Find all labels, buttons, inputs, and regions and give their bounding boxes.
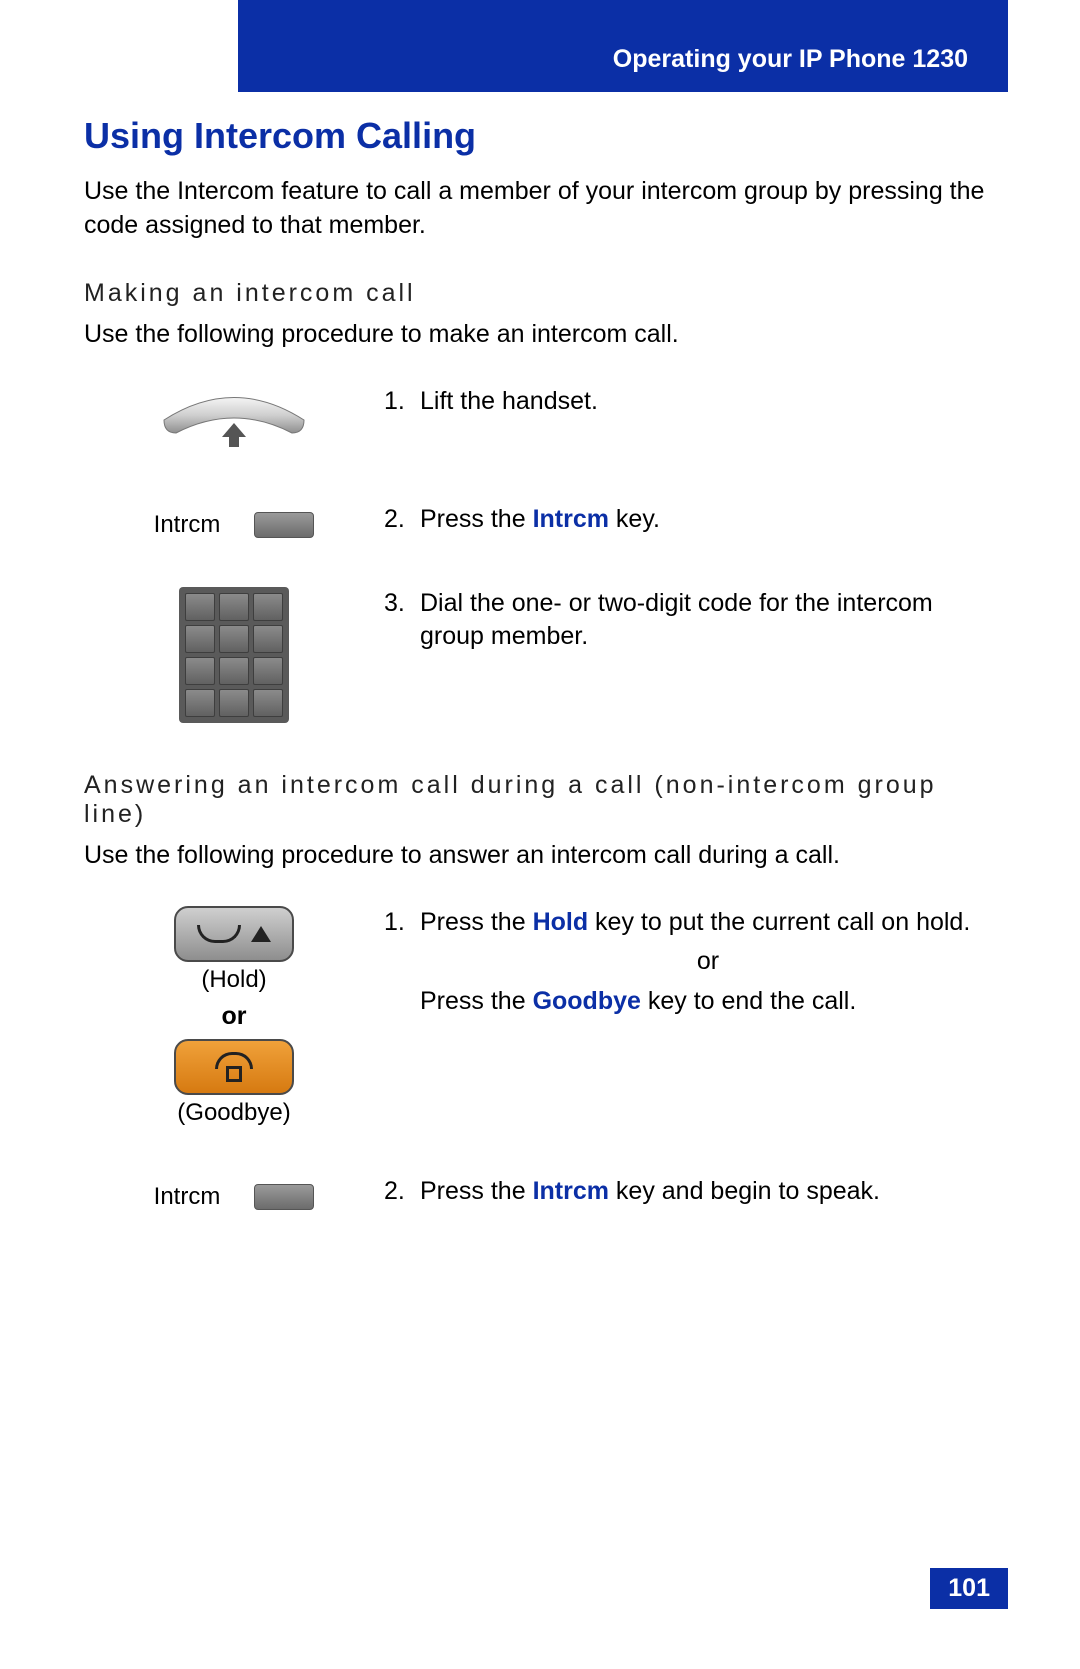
hold-goodbye-icons: (Hold) or (Goodbye) xyxy=(84,906,384,1127)
s2-step1-text: 1. Press the Hold key to put the current… xyxy=(384,906,996,1019)
s2-step2-text: 2. Press the Intrcm key and begin to spe… xyxy=(384,1175,996,1209)
text: key to put the current call on hold. xyxy=(588,908,970,936)
or-text: or xyxy=(420,945,996,979)
intrcm-softkey-icon: Intrcm xyxy=(84,503,384,539)
step-body: Press the Intrcm key. xyxy=(420,503,996,537)
text: key. xyxy=(609,505,660,533)
step-body: Press the Intrcm key and begin to speak. xyxy=(420,1175,996,1209)
section1-sub: Use the following procedure to make an i… xyxy=(84,320,996,349)
step-number: 1. xyxy=(384,385,420,419)
page-content: Using Intercom Calling Use the Intercom … xyxy=(84,115,996,1259)
section2-sub: Use the following procedure to answer an… xyxy=(84,841,996,870)
text: key to end the call. xyxy=(641,987,856,1015)
hold-caption: (Hold) xyxy=(201,966,266,994)
intro-paragraph: Use the Intercom feature to call a membe… xyxy=(84,175,996,243)
or-label: or xyxy=(222,1002,247,1031)
softkey-button-icon xyxy=(254,512,314,538)
s1-step3-text: 3. Dial the one- or two-digit code for t… xyxy=(384,587,996,655)
section2-heading: Answering an intercom call during a call… xyxy=(84,771,996,829)
step-body: Press the Hold key to put the current ca… xyxy=(420,906,996,1019)
step-number: 1. xyxy=(384,906,420,1019)
softkey-label: Intrcm xyxy=(154,511,221,539)
softkey-button-icon xyxy=(254,1184,314,1210)
softkey-label: Intrcm xyxy=(154,1183,221,1211)
section2: Answering an intercom call during a call… xyxy=(84,771,996,1211)
step-body: Lift the handset. xyxy=(420,385,996,419)
s1-step1: 1. Lift the handset. xyxy=(84,385,996,455)
text: Press the xyxy=(420,505,533,533)
section1-heading: Making an intercom call xyxy=(84,279,996,308)
s1-step1-text: 1. Lift the handset. xyxy=(384,385,996,419)
header-bar: Operating your IP Phone 1230 xyxy=(238,0,1008,92)
s2-step2: Intrcm 2. Press the Intrcm key and begin… xyxy=(84,1175,996,1211)
keyword: Hold xyxy=(533,908,589,936)
hold-button-icon xyxy=(174,906,294,962)
goodbye-caption: (Goodbye) xyxy=(177,1099,290,1127)
text: Press the xyxy=(420,1177,533,1205)
goodbye-button-icon xyxy=(174,1039,294,1095)
keyword: Intrcm xyxy=(533,1177,609,1205)
keypad-icon xyxy=(84,587,384,723)
s2-step1: (Hold) or (Goodbye) 1. Press the Hold ke… xyxy=(84,906,996,1127)
s1-step2-text: 2. Press the Intrcm key. xyxy=(384,503,996,537)
text: Press the xyxy=(420,987,533,1015)
step-number: 3. xyxy=(384,587,420,655)
step-body: Dial the one- or two-digit code for the … xyxy=(420,587,996,655)
text: Press the xyxy=(420,908,533,936)
s1-step2: Intrcm 2. Press the Intrcm key. xyxy=(84,503,996,539)
keyword: Goodbye xyxy=(533,987,641,1015)
text: key and begin to speak. xyxy=(609,1177,880,1205)
page-title: Using Intercom Calling xyxy=(84,115,996,157)
handset-lift-icon xyxy=(84,385,384,455)
intrcm-softkey-icon: Intrcm xyxy=(84,1175,384,1211)
page-number: 101 xyxy=(930,1568,1008,1609)
keyword: Intrcm xyxy=(533,505,609,533)
step-number: 2. xyxy=(384,503,420,537)
step-number: 2. xyxy=(384,1175,420,1209)
s1-step3: 3. Dial the one- or two-digit code for t… xyxy=(84,587,996,723)
header-title: Operating your IP Phone 1230 xyxy=(613,45,968,74)
